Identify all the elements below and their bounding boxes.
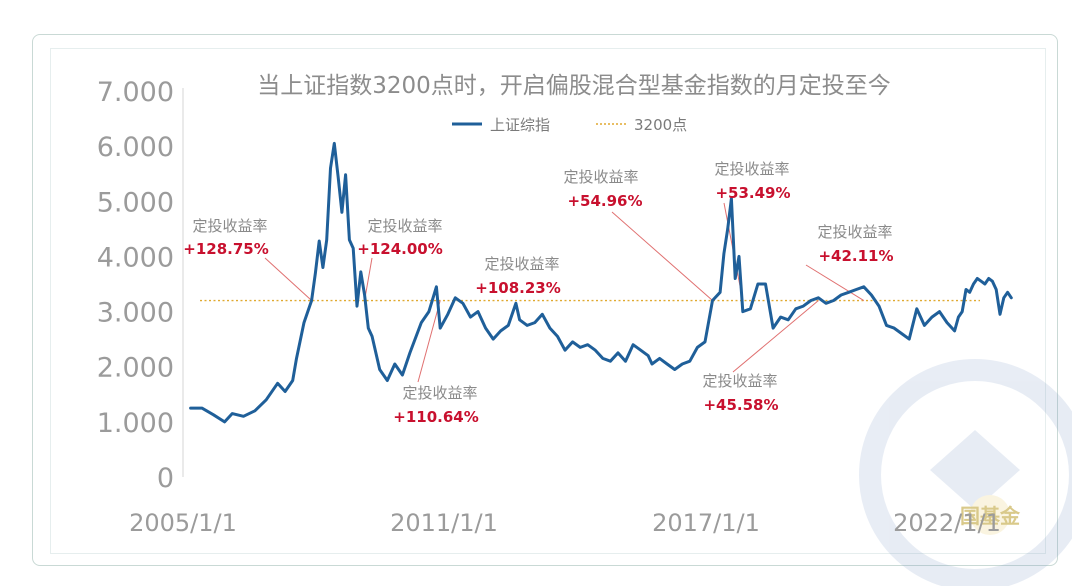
annotation-6-value: +53.49% [715,184,790,202]
annotation-4: 定投收益率 +108.23% [475,255,560,297]
annotation-1: 定投收益率 +128.75% [183,217,268,258]
y-tick-label: 6.000 [97,132,174,163]
y-tick-label: 2.000 [97,353,174,384]
annotation-4-label: 定投收益率 [484,255,559,273]
annotation-1-label: 定投收益率 [192,217,267,235]
annotation-8: 定投收益率 +42.11% [817,223,893,265]
annotation-leader [732,300,819,373]
annotation-2-value: +124.00% [357,240,442,258]
legend-label-index: 上证综指 [490,116,550,134]
annotation-8-label: 定投收益率 [817,223,892,241]
x-tick-label: 2011/1/1 [390,509,498,537]
annotation-3-label: 定投收益率 [402,384,477,402]
series-line-shanghai-composite [189,141,1013,424]
annotation-5-label: 定投收益率 [563,168,638,186]
annotation-5-value: +54.96% [567,192,642,210]
legend-label-3200: 3200点 [634,116,687,134]
annotation-3-value: +110.64% [393,408,478,426]
y-tick-label: 3.000 [97,298,174,329]
annotation-5: 定投收益率 +54.96% [563,168,642,210]
watermark-logo [859,359,1072,586]
x-axis-ticks: 2005/1/1 2011/1/1 2017/1/1 2022/1/1 [129,509,1001,537]
annotation-6-label: 定投收益率 [714,160,789,178]
annotation-7-label: 定投收益率 [702,372,777,390]
chart-title: 当上证指数3200点时，开启偏股混合型基金指数的月定投至今 [257,73,891,99]
y-tick-label: 4.000 [97,242,174,273]
annotation-leader [805,264,865,301]
annotation-8-value: +42.11% [818,247,893,265]
annotation-3: 定投收益率 +110.64% [393,384,478,426]
annotation-7-value: +45.58% [703,396,778,414]
legend: 上证综指 3200点 [452,116,687,134]
annotation-1-value: +128.75% [183,240,268,258]
x-tick-label: 2017/1/1 [652,509,760,537]
annotation-7: 定投收益率 +45.58% [702,372,778,414]
chart-outer-frame [32,34,1058,566]
y-tick-label: 1.000 [97,408,174,439]
y-tick-label: 5.000 [97,187,174,218]
x-tick-label: 2022/1/1 [893,509,1001,537]
annotation-leader [417,300,441,383]
annotation-2: 定投收益率 +124.00% [357,217,442,258]
x-tick-label: 2005/1/1 [129,509,237,537]
annotation-leaders [264,202,865,383]
annotation-leader [611,211,713,301]
y-axis-ticks: 0 1.000 2.000 3.000 4.000 5.000 6.000 7.000 [97,77,174,494]
annotation-6: 定投收益率 +53.49% [714,160,790,202]
chart-inner-frame [50,48,1046,554]
watermark-text: 国基金 [960,504,1021,528]
annotation-4-value: +108.23% [475,279,560,297]
y-tick-label: 7.000 [97,77,174,108]
y-tick-label: 0 [157,463,174,494]
annotation-2-label: 定投收益率 [367,217,442,235]
annotation-leader [264,257,312,301]
